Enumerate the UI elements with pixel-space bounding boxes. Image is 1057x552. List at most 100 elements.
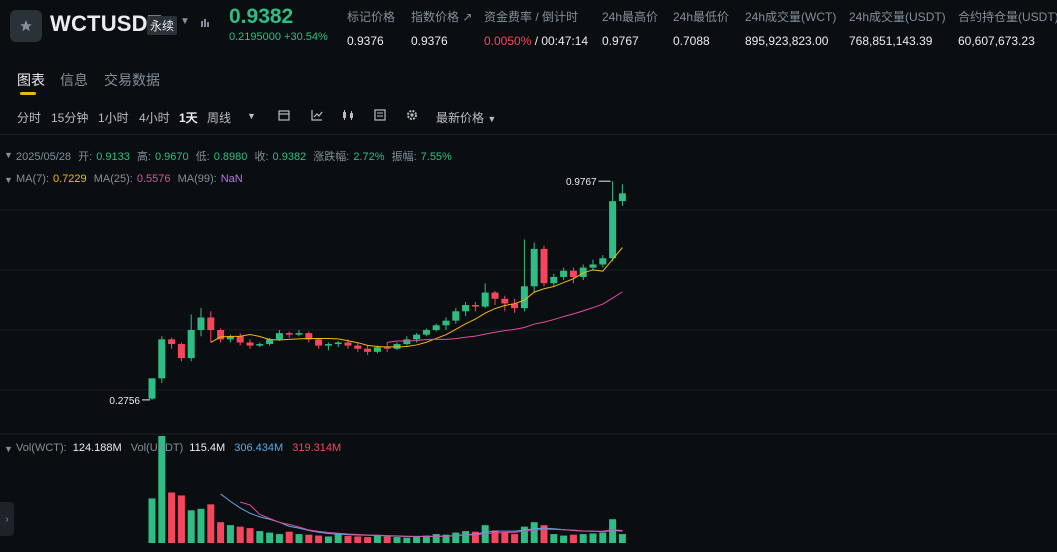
symbol-name[interactable]: WCTUSDT [50,11,162,36]
candle-body [324,344,332,346]
volume-bar [609,519,617,543]
volume-bar [471,531,479,543]
collapse-caret-icon[interactable]: ▼ [4,444,13,454]
tab-chart[interactable]: 图表 [17,72,45,88]
volume-bar [579,534,587,543]
volume-bar [285,531,293,543]
candle-body [344,342,352,346]
stat-value: 768,851,143.39 [849,34,933,48]
ma7-line [210,247,623,348]
stat-label: 24h成交量(USDT) [849,10,946,24]
volume-bar [422,535,430,543]
volume-bar [403,537,411,543]
open-label: 开: [78,151,93,163]
candle-body [530,248,538,287]
timeframe-4h[interactable]: 4小时 [139,111,170,125]
symbol-dropdown-icon[interactable]: ▼ [180,16,190,27]
vol-usdt-value: 115.4M [189,442,226,454]
stat-value: 60,607,673.23 [958,34,1035,48]
volume-bar [501,532,509,543]
price-chart[interactable]: 0.9767 0.2756 ▼ 2025/05/28 开: 0.9133 高: 0.9… [0,136,1057,552]
vol-label: Vol(WCT): [16,442,67,454]
stat-value: 0.9767 [602,34,639,48]
ticker-header: WCTUSDT 永续 ▼ 0.9382 0.2195000 +30.54% 标记… [0,0,1057,54]
timeframe-1w[interactable]: 周线 [207,111,232,125]
candle-body [393,344,401,349]
volume-bar [530,522,538,543]
expand-sidebar-button[interactable]: › [0,502,14,536]
layout-icon[interactable] [373,108,387,122]
volume-bar [364,537,372,543]
volume-bar [452,532,460,543]
candle-body [462,305,470,312]
stat-label: 合约持仓量(USDT) [958,10,1057,24]
stat-24h-volume-usdt: 24h成交量(USDT) 768,851,143.39 [849,8,946,48]
candle-body [168,339,176,345]
indicator-icon[interactable] [310,108,324,122]
bars-icon[interactable] [200,18,210,28]
stat-funding-rate: 资金费率 / 倒计时 0.0050% / 00:47:14 [484,8,588,48]
candle-body [413,334,421,340]
stat-open-interest: 合约持仓量(USDT) 60,607,673.23 [958,8,1057,48]
timeframe-dropdown-icon[interactable]: ▼ [247,111,256,121]
price-type-label: 最新价格 [436,111,485,125]
countdown-value: / 00:47:14 [531,34,589,48]
volume-bar [207,504,215,543]
candle-body [383,347,391,349]
timeframe-1h[interactable]: 1小时 [98,111,129,125]
stat-value: 0.7088 [673,34,710,48]
candle-body [295,333,303,335]
candle-body [246,342,254,346]
change-label: 涨跌幅: [313,151,350,163]
candle-body [217,330,225,340]
candle-body [609,201,617,259]
high-value: 0.9670 [154,151,189,163]
timeframe-15m[interactable]: 15分钟 [51,111,89,125]
ma99-label: MA(99): [177,173,217,185]
vol-ma10-value: 319.314M [292,442,342,454]
candlestick-chart[interactable]: 0.9767 0.2756 [0,136,1057,552]
timeframe-1d[interactable]: 1天 [179,111,198,125]
last-price: 0.9382 [229,5,294,28]
tab-trading-data[interactable]: 交易数据 [104,72,160,88]
candle-body [177,344,185,359]
favorite-button[interactable] [10,10,42,42]
candle-body [481,292,489,307]
timeframe-1min[interactable]: 分时 [17,111,42,125]
volume-bar [324,536,332,543]
candle-body [256,344,264,346]
candle-body [579,267,587,277]
candle-body [599,258,607,265]
volume-bar [442,534,450,543]
candle-type-icon[interactable] [341,108,355,122]
volume-bar [540,525,548,543]
candle-body [618,193,626,202]
funding-rate-value: 0.0050% [484,34,532,48]
volume-bar [334,534,342,543]
volume-bar [315,535,323,543]
calendar-icon[interactable] [277,108,291,122]
volume-bar [187,510,195,543]
price-type-select[interactable]: 最新价格 ▼ [436,109,496,126]
stat-index-price[interactable]: 指数价格 ↗ 0.9376 [411,8,472,48]
price-change: 0.2195000 +30.54% [229,31,328,43]
volume-bar [148,498,156,543]
stat-label: 24h最低价 [673,10,730,24]
active-tab-indicator [20,92,36,95]
tab-info[interactable]: 信息 [60,72,88,88]
volume-bar [511,534,519,543]
vol-usdt-label: Vol(USDT) [130,442,184,454]
candle-body [236,336,244,343]
collapse-caret-icon[interactable]: ▼ [4,175,13,185]
volume-bar [373,535,381,543]
collapse-caret-icon[interactable]: ▼ [4,150,13,160]
volume-bar [217,522,225,543]
ma7-label: MA(7): [16,173,49,185]
volume-bar [236,526,244,543]
candle-body [226,336,234,340]
candle-body [285,333,293,335]
amplitude-label: 振幅: [391,151,417,163]
volume-bar [569,534,577,543]
gear-icon[interactable] [405,108,419,122]
volume-bar [295,534,303,543]
